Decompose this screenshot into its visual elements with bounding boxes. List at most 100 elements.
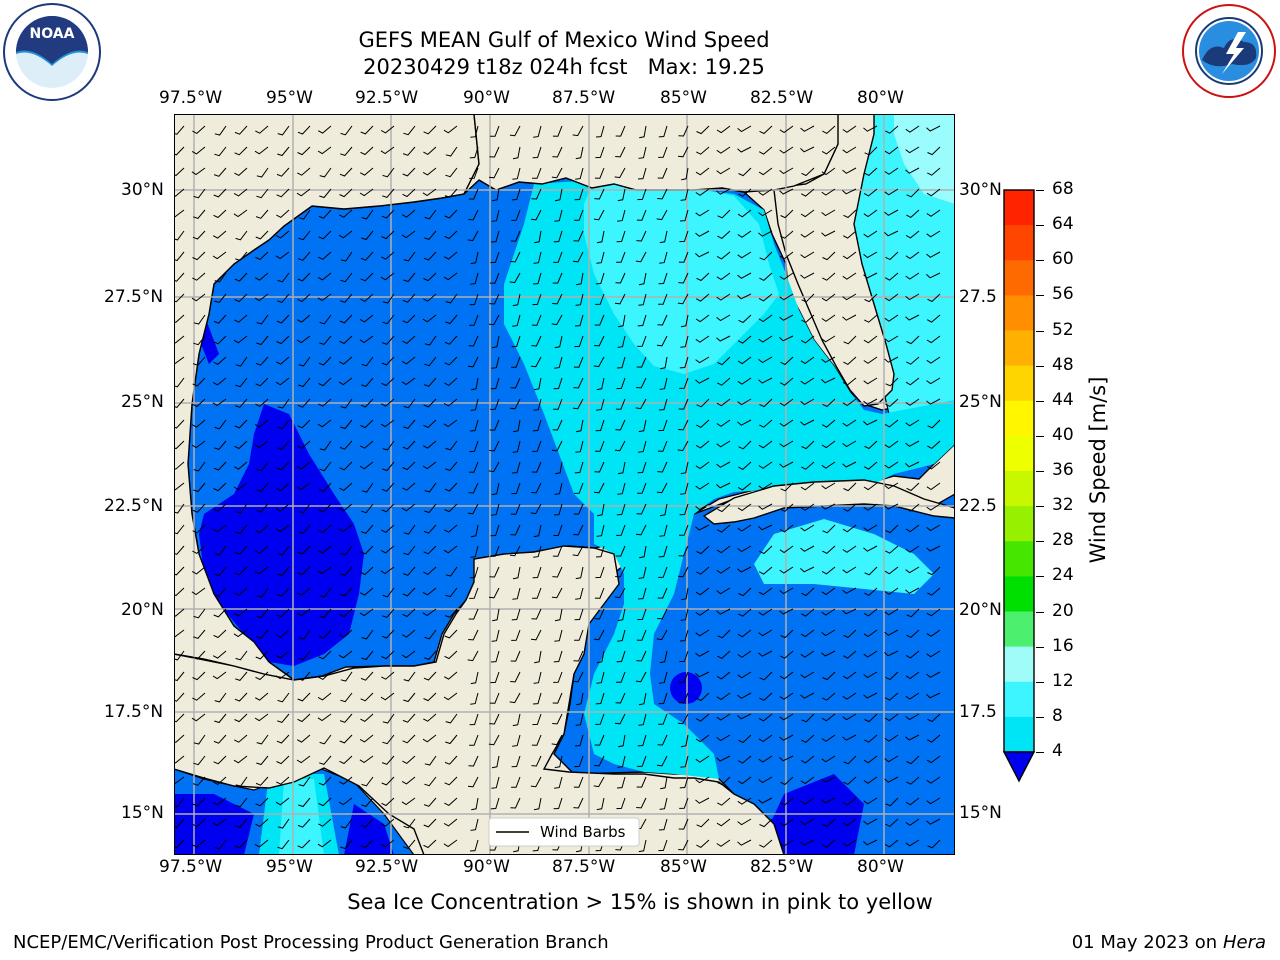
wind-barb	[759, 272, 773, 282]
wind-barb	[593, 629, 605, 641]
wind-barb	[298, 524, 311, 534]
wind-barb	[864, 440, 878, 450]
wind-barb	[174, 125, 185, 135]
wind-barb	[531, 755, 542, 767]
wind-barb	[554, 776, 563, 789]
wind-barb	[926, 755, 941, 764]
run-date-stamp: 01 May 2023 on Hera	[1072, 932, 1266, 953]
wind-barb	[842, 545, 857, 553]
wind-barb	[338, 356, 353, 365]
wind-barb	[553, 230, 563, 243]
wind-barb	[534, 230, 542, 244]
wind-barb	[595, 713, 605, 725]
wind-barb	[884, 482, 899, 490]
wind-barb	[277, 419, 290, 430]
wind-barb	[318, 209, 332, 219]
wind-barb	[339, 188, 353, 198]
wind-barb	[801, 293, 815, 303]
wind-barb	[214, 440, 227, 450]
wind-barb	[532, 587, 542, 599]
wind-barb	[659, 524, 668, 537]
wind-barb	[444, 524, 458, 533]
wind-barb	[213, 755, 227, 765]
colorbar-segment	[1004, 716, 1034, 753]
wind-barb	[380, 146, 395, 155]
lat-label-left-6: 17.5°N	[104, 702, 164, 722]
colorbar-tick-label: 68	[1052, 179, 1074, 199]
wind-barb	[403, 125, 416, 136]
wind-barb	[380, 839, 395, 848]
wind-barb	[905, 671, 920, 680]
wind-barb	[318, 503, 332, 513]
wind-barb	[422, 461, 437, 470]
wind-barb	[737, 377, 752, 385]
wind-barb	[737, 503, 752, 512]
wind-barb	[679, 776, 689, 789]
wind-barb	[614, 587, 626, 599]
wind-barb	[174, 482, 185, 491]
wind-barb	[234, 167, 248, 177]
wind-barb	[359, 587, 374, 596]
wind-barb	[637, 755, 647, 767]
wind-barb	[359, 734, 374, 743]
wind-barb	[212, 251, 227, 260]
wind-barb	[340, 839, 353, 850]
wind-barbs-legend: Wind Barbs	[488, 817, 640, 847]
wind-barb	[277, 713, 290, 723]
wind-barb	[402, 293, 416, 303]
wind-barb	[361, 650, 374, 661]
wind-barb	[192, 251, 206, 261]
wind-barb	[317, 272, 332, 281]
wind-barb	[380, 818, 395, 827]
wind-barb	[340, 545, 353, 556]
wind-barb	[926, 482, 941, 491]
wind-barb	[234, 440, 248, 450]
wind-barb	[553, 251, 563, 263]
wind-barb	[594, 608, 605, 620]
colorbar-segment	[1004, 611, 1034, 648]
wind-barb	[696, 398, 710, 408]
wind-barb	[821, 230, 836, 237]
wind-barb	[423, 839, 437, 849]
wind-barb	[596, 671, 605, 684]
wind-barb	[679, 356, 689, 369]
wind-barb	[905, 251, 920, 260]
wind-barb	[424, 755, 437, 766]
wind-barb	[443, 125, 458, 134]
wind-barb	[800, 503, 815, 511]
wind-barb	[360, 419, 374, 429]
wind-barb	[277, 818, 290, 829]
wind-barb	[403, 671, 416, 682]
wind-barb	[637, 188, 647, 201]
wind-barb	[573, 524, 584, 536]
wind-barb	[716, 692, 731, 701]
wind-barb	[800, 797, 815, 805]
wind-barb	[716, 587, 731, 595]
wind-barb	[443, 692, 458, 701]
wind-barb	[192, 503, 206, 513]
wind-barb	[360, 293, 374, 303]
wind-barb	[678, 419, 689, 431]
lon-label-bottom-8: 80°W	[857, 857, 904, 877]
wind-barb	[234, 545, 248, 555]
wind-barb	[192, 398, 206, 408]
wind-barb	[658, 818, 668, 831]
wind-barb	[317, 146, 332, 155]
wind-barb	[531, 335, 542, 347]
wind-barb	[551, 587, 563, 599]
wind-barb	[822, 251, 836, 261]
wind-barb	[380, 398, 395, 407]
wind-barb	[491, 209, 500, 222]
wind-barb	[680, 482, 689, 495]
wind-barb	[615, 272, 626, 284]
wind-barb	[821, 839, 836, 848]
wind-barb	[276, 356, 290, 365]
wind-barb	[360, 146, 374, 156]
noaa-logo: NOAA	[3, 3, 101, 101]
wind-barb	[822, 524, 836, 534]
wind-barb	[298, 776, 311, 787]
wind-barb	[552, 713, 563, 725]
wind-barb	[821, 356, 836, 363]
colorbar-tick-mark	[1036, 225, 1044, 227]
wind-barb	[234, 314, 248, 323]
